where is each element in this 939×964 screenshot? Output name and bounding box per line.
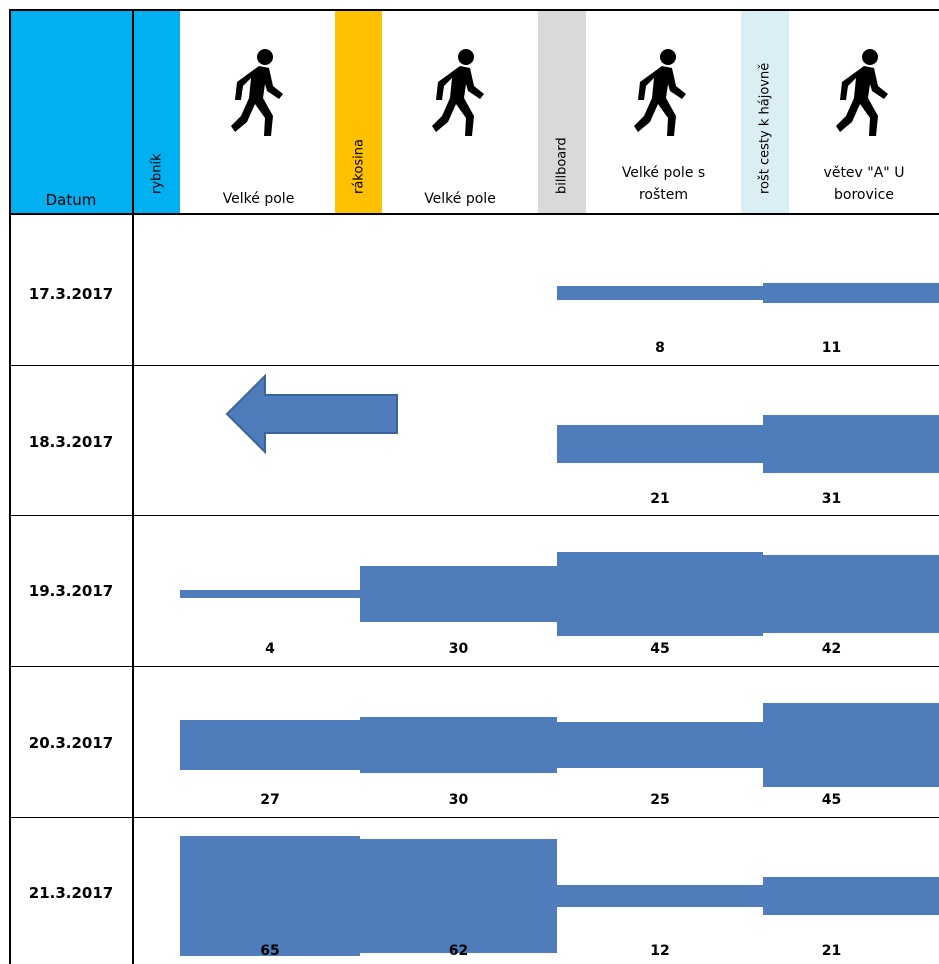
flow-bar bbox=[763, 876, 939, 916]
datum-header-cell: Datum bbox=[10, 10, 132, 213]
flow-bar bbox=[763, 415, 939, 473]
row-date: 17.3.2017 bbox=[28, 285, 114, 303]
row-separator bbox=[10, 365, 939, 366]
header: Datum rybník rákosina billboard rošt ces… bbox=[0, 0, 939, 215]
flow-bar bbox=[180, 835, 360, 957]
header-bottom-line bbox=[10, 213, 939, 215]
row-date: 20.3.2017 bbox=[28, 734, 114, 752]
walking-person-icon bbox=[432, 49, 484, 136]
bar-value-label: 65 bbox=[260, 943, 280, 959]
marker-billboard: billboard bbox=[538, 10, 586, 213]
border-datum-right bbox=[132, 9, 134, 964]
border-left bbox=[9, 9, 11, 964]
border-top bbox=[10, 9, 939, 11]
bar-value-label: 62 bbox=[448, 943, 469, 959]
row-separator bbox=[10, 817, 939, 818]
bar-value-label: 12 bbox=[650, 943, 670, 959]
bar-value-label: 25 bbox=[650, 792, 670, 808]
bar-value-label: 30 bbox=[448, 641, 469, 657]
bar-value-label: 45 bbox=[650, 641, 670, 657]
location-label: Velké pole s roštem bbox=[621, 165, 706, 203]
location-label: větev "A" U borovice bbox=[823, 165, 905, 203]
bar-value-label: 30 bbox=[448, 792, 469, 808]
bar-value-label: 21 bbox=[821, 943, 842, 959]
flow-bar bbox=[557, 884, 763, 908]
row-separator bbox=[10, 666, 939, 667]
marker-label: rybník bbox=[149, 153, 165, 194]
marker-label: billboard bbox=[554, 137, 570, 194]
marker-rost-cesty: rošt cesty k hájovně bbox=[741, 10, 789, 213]
marker-rybnik: rybník bbox=[134, 10, 180, 213]
location-label: Velké pole bbox=[424, 191, 496, 207]
flow-bar bbox=[763, 703, 939, 787]
marker-label: rákosina bbox=[351, 139, 366, 194]
flow-bar bbox=[557, 285, 763, 301]
marker-label: rošt cesty k hájovně bbox=[757, 62, 773, 194]
bar-value-label: 27 bbox=[260, 792, 280, 808]
bar-value-label: 4 bbox=[265, 641, 275, 657]
bar-value-label: 21 bbox=[650, 491, 670, 507]
flow-bar bbox=[180, 590, 360, 598]
datum-label: Datum bbox=[45, 191, 97, 209]
flow-bar bbox=[360, 838, 557, 954]
bar-value-label: 8 bbox=[655, 340, 665, 356]
flow-bar bbox=[557, 552, 763, 636]
walking-person-icon bbox=[634, 49, 686, 136]
flow-bar bbox=[763, 282, 939, 304]
bar-value-label: 31 bbox=[821, 491, 842, 507]
row-date: 18.3.2017 bbox=[28, 433, 114, 451]
walking-person-icon bbox=[836, 49, 888, 136]
direction-arrow-left-icon bbox=[225, 374, 398, 454]
flow-bar bbox=[557, 721, 763, 769]
location-label: Velké pole bbox=[222, 191, 295, 207]
flow-bar bbox=[180, 720, 360, 770]
marker-rakosina: rákosina bbox=[335, 10, 382, 213]
bar-value-label: 45 bbox=[821, 792, 842, 808]
row-date: 21.3.2017 bbox=[28, 884, 114, 902]
flow-bar bbox=[360, 717, 557, 773]
walking-person-icon bbox=[231, 49, 283, 136]
flow-bar bbox=[557, 424, 763, 464]
row-date: 19.3.2017 bbox=[28, 582, 114, 600]
bar-value-label: 11 bbox=[821, 340, 842, 356]
flow-bar bbox=[763, 555, 939, 633]
bar-value-label: 42 bbox=[821, 641, 842, 657]
row-separator bbox=[10, 515, 939, 516]
flow-bar bbox=[360, 566, 557, 622]
